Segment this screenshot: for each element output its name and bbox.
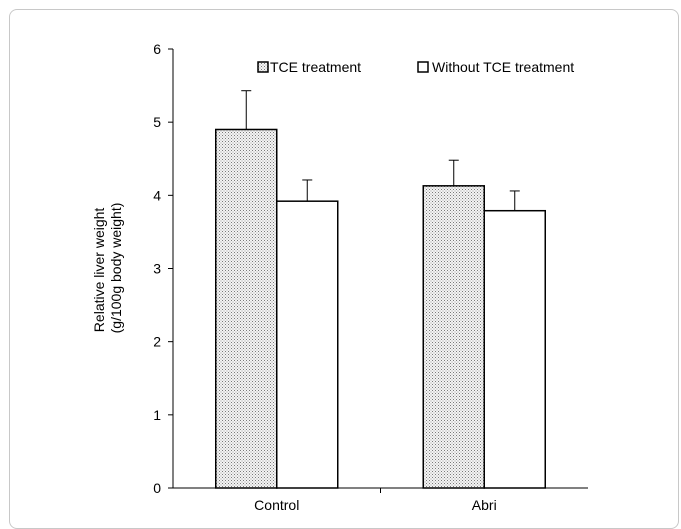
- y-tick-label: 2: [153, 334, 161, 350]
- y-tick-label: 3: [153, 261, 161, 277]
- legend: TCE treatment Without TCE treatment: [257, 59, 574, 75]
- y-axis: 0 1 2 3 4 5 6: [153, 41, 174, 496]
- bar-tce-abri: [422, 185, 485, 489]
- y-axis-label-line-1: Relative liver weight: [91, 208, 107, 333]
- bar-without-tce-abri: [483, 209, 546, 489]
- legend-label-without-tce: Without TCE treatment: [432, 59, 574, 75]
- y-tick-label: 4: [153, 187, 161, 203]
- y-axis-label-line-2: (g/100g body weight): [108, 203, 124, 334]
- bars-group: [215, 128, 546, 489]
- error-bars-group: [241, 90, 520, 211]
- bar-tce-control: [215, 128, 278, 489]
- y-axis-label: Relative liver weight (g/100g body weigh…: [91, 203, 124, 334]
- legend-swatch-without-tce: [417, 61, 429, 73]
- bar-without-tce-control: [276, 200, 339, 489]
- legend-label-tce: TCE treatment: [270, 59, 361, 75]
- y-tick-label: 1: [153, 407, 161, 423]
- y-tick-label: 6: [153, 41, 161, 57]
- y-tick-label: 0: [153, 480, 161, 496]
- x-axis: Control Abri: [173, 487, 588, 513]
- bar-chart: 0 1 2 3 4 5 6 Control Abri Relative liver weigh…: [91, 41, 588, 513]
- legend-swatch-tce: [257, 61, 269, 73]
- x-tick-label: Abri: [472, 497, 497, 513]
- x-tick-label: Control: [254, 497, 299, 513]
- y-tick-label: 5: [153, 114, 161, 130]
